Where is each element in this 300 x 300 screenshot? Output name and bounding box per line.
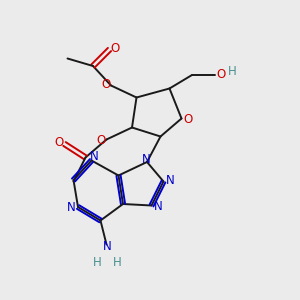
Text: O: O — [101, 77, 110, 91]
Text: O: O — [217, 68, 226, 81]
Text: H: H — [93, 256, 102, 269]
Text: O: O — [55, 136, 64, 149]
Text: N: N — [103, 239, 112, 253]
Text: N: N — [67, 201, 76, 214]
Text: O: O — [183, 112, 192, 126]
Text: N: N — [154, 200, 163, 214]
Text: O: O — [97, 134, 106, 148]
Text: H: H — [112, 256, 122, 269]
Text: O: O — [110, 41, 119, 55]
Text: H: H — [228, 65, 237, 78]
Text: N: N — [90, 150, 99, 164]
Text: N: N — [166, 174, 175, 188]
Text: N: N — [142, 152, 151, 166]
